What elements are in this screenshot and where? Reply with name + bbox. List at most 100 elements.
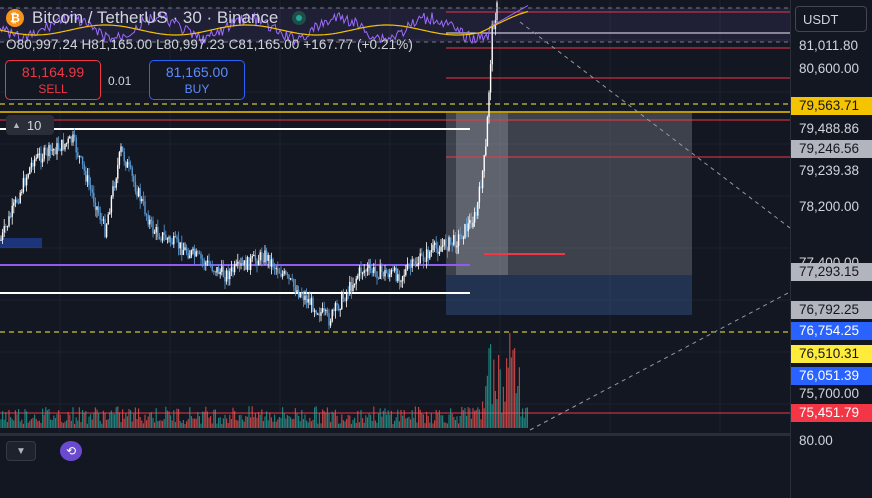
volume-bar [16,414,18,428]
currency-selector[interactable]: USDT [795,6,867,32]
candle-body [30,162,33,168]
volume-bar [509,333,511,428]
candle-body [38,153,41,155]
candle-body [405,269,407,276]
candle-body [62,139,65,150]
candle-body [230,267,233,272]
candle-body [102,219,105,221]
volume-bar [205,406,207,428]
volume-bar [171,420,173,428]
buy-button[interactable]: 81,165.00 BUY [149,60,245,100]
candle-body [277,268,279,273]
volume-bar [320,423,322,428]
volume-bar [346,419,348,428]
volume-bar [379,408,381,428]
volume-bar [48,409,50,428]
volume-bar [278,416,280,428]
candle-body [109,212,111,215]
candle-body [144,201,146,215]
candle-body [48,145,50,157]
volume-bar [525,407,527,428]
chart-area[interactable] [0,0,790,498]
volume-bar [266,411,268,428]
volume-bar [283,413,285,428]
volume-bar [3,419,5,428]
volume-bar [328,413,330,428]
volume-bar [206,411,208,428]
candle-body [376,271,378,279]
candle-body [342,293,345,299]
volume-bar [240,414,242,428]
volume-bar [141,420,143,428]
volume-bar [229,414,231,428]
candle-body [219,271,221,275]
candle-body [294,286,297,294]
candle-body [213,270,215,272]
candle-body [85,170,87,182]
volume-bar [144,414,146,428]
symbol-title[interactable]: Bitcoin / TetherUS · 30 · Binance [32,8,279,27]
candle-body [69,136,71,139]
sell-button[interactable]: 81,164.99 SELL [5,60,101,100]
price-pane[interactable] [0,0,790,432]
candle-body [238,261,241,265]
volume-bar [235,419,237,428]
candle-body [200,253,202,259]
candle-body [333,309,335,312]
high-value: 81,165.00 [91,37,153,52]
candle-body [469,219,471,224]
candle-body [265,250,268,261]
candle-body [401,276,404,281]
candle-body [457,234,460,246]
volume-bar [475,409,477,428]
volume-bar [258,411,260,428]
volume-bar [502,386,504,428]
volume-bar [0,419,2,428]
candle-body [104,219,106,237]
price-axis[interactable]: USDT 81,011.80 80,600.00 79,563.71 79,48… [790,0,872,498]
candle-body [227,270,229,280]
candle-body [153,232,156,234]
pane-separator[interactable] [0,433,872,436]
volume-bar [152,417,154,428]
candle-body [56,143,58,155]
candle-body [473,212,476,223]
volume-bar [448,414,450,428]
volume-bar [430,412,432,428]
candle-body [54,149,57,155]
low-label: L [156,37,164,52]
volume-bar [42,408,44,428]
volume-bar [78,407,80,428]
candle-body [485,146,487,156]
volume-bar [323,410,325,428]
candle-body [9,216,12,218]
volume-bar [493,359,495,428]
candle-body [27,174,29,178]
trend-line [519,21,790,229]
candle-body [409,266,412,268]
symbol-header: ₿ Bitcoin / TetherUS · 30 · Binance [6,8,307,28]
candle-body [13,202,15,206]
volume-bar [518,367,520,428]
volume-bar [166,410,168,428]
candle-body [217,266,220,275]
candle-body [72,134,74,143]
volume-bar [181,422,183,428]
candle-body [366,267,369,272]
candle-body [470,219,473,228]
candle-body [14,199,17,203]
rsi-indicator-icon[interactable]: ⟲ [60,441,82,461]
candle-body [486,117,489,147]
volume-bar [45,407,47,428]
volume-bar [91,419,93,428]
volume-bar [456,416,458,428]
volume-bar [34,414,36,428]
indicator-toggle[interactable]: ▲ 10 [6,115,54,135]
volume-bar [182,419,184,428]
collapse-pane-button[interactable]: ▼ [6,441,36,461]
candle-body [320,312,322,316]
candle-body [35,157,37,160]
rsi-pane[interactable] [0,0,790,61]
volume-bar [466,415,468,428]
price-label: 76,754.25 [791,322,872,340]
